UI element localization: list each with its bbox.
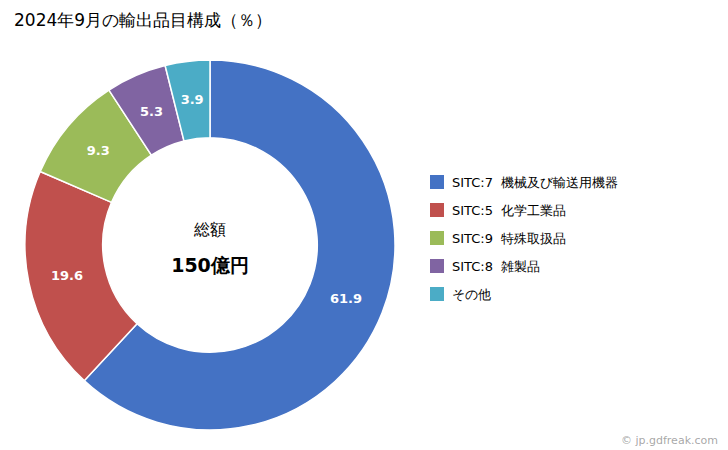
legend-swatch: [430, 203, 444, 217]
data-label: 9.3: [87, 143, 110, 158]
center-label: 総額: [193, 220, 226, 239]
legend-swatch: [430, 175, 444, 189]
legend-swatch: [430, 231, 444, 245]
legend-label: SITC:5 化学工業品: [452, 203, 566, 218]
legend-label: SITC:9 特殊取扱品: [452, 231, 566, 246]
legend-item: その他: [430, 287, 491, 302]
slice: [25, 172, 137, 381]
legend-item: SITC:5 化学工業品: [430, 203, 566, 218]
legend-label: SITC:7 機械及び輸送用機器: [452, 175, 618, 190]
legend-swatch: [430, 287, 444, 301]
data-label: 19.6: [51, 268, 83, 283]
legend-item: SITC:8 雑製品: [430, 259, 540, 274]
legend-swatch: [430, 259, 444, 273]
legend-item: SITC:7 機械及び輸送用機器: [430, 175, 618, 190]
plot: [25, 60, 395, 430]
data-labels: 61.9 19.6 9.3 5.3 3.9: [51, 92, 362, 305]
title: 2024年9月の輸出品目構成（％）: [14, 10, 272, 30]
legend-label: SITC:8 雑製品: [452, 259, 540, 274]
slice: [165, 60, 210, 141]
legend-label: その他: [452, 287, 491, 302]
data-label: 5.3: [140, 104, 163, 119]
data-label: 61.9: [330, 291, 362, 306]
watermark: © jp.gdfreak.com: [621, 434, 718, 447]
center-value: 150億円: [171, 254, 249, 276]
data-label: 3.9: [181, 92, 204, 107]
slice: [84, 60, 395, 430]
legend-item: SITC:9 特殊取扱品: [430, 231, 566, 246]
chart: 2024年9月の輸出品目構成（％） 61.9 19.6 9.3 5.3 3.9 総額 150億…: [0, 0, 728, 450]
legend: SITC:7 機械及び輸送用機器 SITC:5 化学工業品 SITC:9 特殊取扱品…: [430, 175, 618, 302]
